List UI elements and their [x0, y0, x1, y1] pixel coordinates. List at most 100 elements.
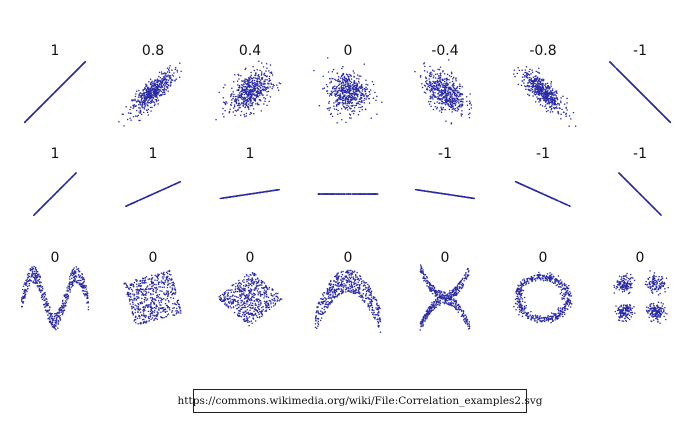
scatter-point — [545, 85, 547, 88]
scatter-point — [249, 78, 251, 81]
scatter-point — [331, 115, 334, 118]
scatter-point — [160, 83, 162, 85]
scatter-point — [524, 74, 526, 77]
scatter-point — [451, 94, 453, 96]
scatter-point — [341, 67, 343, 70]
scatter-point — [358, 98, 361, 100]
scatter-point — [225, 101, 227, 103]
scatter-point — [158, 91, 160, 94]
scatter-point — [333, 102, 335, 104]
scatter-point — [627, 79, 630, 82]
scatter-point — [349, 80, 351, 83]
scatter-point — [556, 102, 559, 105]
scatter-point — [356, 102, 358, 104]
scatter-point — [123, 125, 125, 127]
scatter-point — [446, 95, 448, 97]
scatter-point — [336, 113, 339, 115]
scatter-point — [523, 76, 526, 78]
scatter-point — [541, 92, 543, 95]
scatter-point — [339, 81, 341, 83]
scatter-point — [168, 70, 170, 72]
scatter-point — [237, 84, 239, 86]
scatter-point — [468, 100, 471, 102]
scatter-point — [352, 112, 355, 115]
scatter-point — [348, 107, 351, 109]
scatter-point — [335, 104, 338, 107]
scatter-point — [167, 90, 169, 92]
scatter-point — [361, 99, 363, 102]
scatter-point — [264, 190, 267, 193]
scatter-point — [668, 120, 670, 122]
scatter-point — [130, 106, 132, 108]
scatter-point — [264, 78, 267, 81]
scatter-point — [544, 84, 546, 87]
scatter-point — [247, 92, 250, 95]
scatter-point — [166, 71, 169, 73]
scatter-point — [568, 125, 570, 127]
scatter-point — [238, 84, 241, 87]
scatter-point — [251, 88, 254, 91]
scatter-point — [370, 117, 372, 119]
scatter-point — [244, 68, 246, 71]
scatter-point — [240, 98, 243, 100]
scatter-point — [155, 81, 158, 83]
scatter-point — [338, 83, 341, 85]
scatter-point — [535, 80, 538, 82]
scatter-point — [445, 78, 447, 80]
scatter-point — [432, 108, 435, 111]
scatter-panel — [125, 180, 182, 207]
scatter-point — [232, 95, 235, 98]
scatter-point — [76, 69, 78, 71]
scatter-point — [543, 91, 545, 94]
scatter-point — [431, 69, 434, 72]
scatter-point — [430, 105, 432, 108]
scatter-point — [238, 102, 241, 104]
scatter-point — [145, 93, 148, 96]
scatter-point — [270, 72, 273, 75]
scatter-point — [470, 197, 473, 199]
scatter-point — [444, 99, 446, 101]
scatter-point — [555, 95, 558, 97]
scatter-point — [145, 98, 148, 101]
scatter-point — [248, 193, 251, 195]
scatter-point — [251, 86, 253, 89]
scatter-point — [551, 110, 554, 113]
scatter-point — [522, 73, 525, 76]
scatter-point — [457, 108, 460, 111]
scatter-point — [434, 81, 437, 83]
scatter-point — [461, 104, 463, 107]
scatter-point — [431, 82, 434, 85]
scatter-point — [451, 105, 454, 108]
scatter-point — [253, 93, 256, 95]
scatter-point — [244, 80, 247, 82]
scatter-point — [126, 118, 129, 121]
scatter-point — [270, 190, 273, 192]
scatter-point — [48, 96, 51, 99]
scatter-point — [461, 110, 463, 112]
scatter-point — [143, 99, 145, 102]
scatter-point — [535, 75, 537, 77]
scatter-point — [148, 194, 151, 197]
scatter-point — [366, 88, 368, 91]
scatter-point — [147, 114, 150, 116]
scatter-point — [434, 77, 437, 79]
scatter-point — [538, 78, 541, 81]
scatter-point — [441, 89, 443, 92]
scatter-point — [224, 197, 226, 199]
scatter-point — [359, 85, 361, 88]
scatter-point — [242, 91, 245, 94]
scatter-point — [450, 123, 453, 125]
scatter-point — [144, 104, 146, 106]
scatter-point — [436, 101, 438, 103]
scatter-point — [348, 95, 351, 98]
scatter-point — [337, 97, 340, 99]
scatter-point — [429, 75, 431, 78]
scatter-point — [355, 99, 357, 101]
scatter-point — [457, 91, 459, 94]
scatter-point — [139, 107, 141, 109]
scatter-point — [335, 101, 337, 103]
scatter-point — [514, 75, 516, 78]
scatter-point — [244, 103, 246, 105]
scatter-point — [43, 101, 46, 104]
scatter-point — [536, 96, 538, 98]
